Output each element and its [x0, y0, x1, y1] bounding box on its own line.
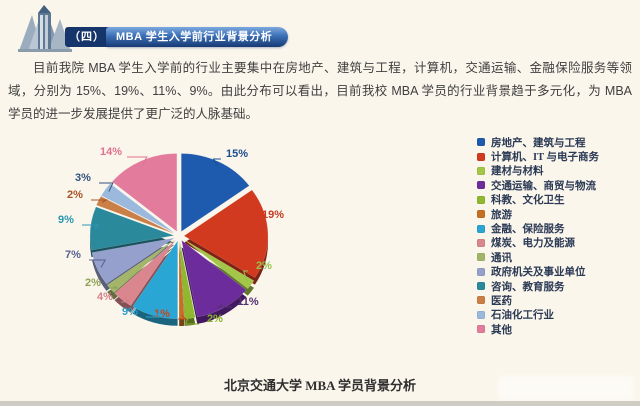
legend-label: 交通运输、商贸与物流 — [491, 180, 596, 192]
pie-slice — [132, 239, 178, 320]
pie-label: 2% — [85, 277, 101, 289]
legend-swatch — [477, 224, 485, 233]
pie-leader-line — [127, 156, 148, 165]
pie-label: 19% — [262, 209, 284, 221]
legend-label: 旅游 — [491, 209, 512, 221]
legend-swatch — [477, 152, 485, 161]
pie-leader-line — [216, 303, 232, 308]
legend-swatch — [477, 210, 485, 219]
legend-swatch — [477, 296, 485, 305]
legend-label: 医药 — [491, 296, 512, 307]
legend-swatch — [477, 181, 485, 190]
legend-label: 通讯 — [491, 252, 512, 264]
legend-swatch — [477, 282, 485, 291]
legend-label: 其他 — [491, 324, 512, 336]
legend-item: 科教、文化卫生 — [477, 193, 637, 207]
legend-swatch — [477, 195, 485, 204]
legend-item: 旅游 — [477, 207, 637, 221]
pie-label: 11% — [237, 296, 259, 308]
pie-slice — [91, 237, 175, 285]
pie-leader-line — [178, 314, 187, 320]
pie-label: 4% — [97, 291, 113, 303]
legend-swatch — [477, 166, 485, 175]
pie-leader-line — [109, 285, 118, 289]
chart-legend: 房地产、建筑与工程计算机、IT 与电子商务 建材与材料交通运输、商贸与物流 科教、文… — [477, 135, 637, 336]
legend-swatch — [477, 325, 485, 334]
pie-leader-line — [212, 158, 221, 166]
pie-leader-line — [121, 296, 130, 303]
legend-swatch — [477, 267, 485, 276]
legend-item: 其他 — [477, 322, 637, 336]
legend-item: 通讯 — [477, 250, 637, 264]
legend-label: 房地产、建筑与工程 — [491, 137, 586, 149]
pie-label: 2% — [256, 260, 272, 272]
pie-slice — [183, 189, 269, 278]
legend-item: 煤炭、电力及能源 — [477, 236, 637, 250]
chart-caption: 北京交通大学 MBA 学员背景分析 — [223, 378, 417, 393]
pie-label: 2% — [207, 313, 223, 325]
pie-label: 9% — [122, 306, 138, 318]
pie-slice — [181, 153, 250, 233]
legend-item: 房地产、建筑与工程 — [477, 135, 637, 149]
legend-label: 煤炭、电力及能源 — [491, 238, 575, 250]
pie-label: 9% — [58, 214, 74, 226]
legend-label: 科教、文化卫生 — [491, 195, 565, 207]
pie-leader-line — [82, 224, 100, 229]
legend-item: 建材与材料 — [477, 164, 637, 178]
legend-label: 咨询、教育服务 — [491, 281, 565, 293]
pie-leader-line — [89, 259, 107, 268]
pie-slice — [96, 195, 175, 235]
watermark — [498, 376, 634, 400]
legend-label: 石油化工行业 — [491, 310, 554, 322]
pie-label: 3% — [75, 172, 91, 184]
pie-label: 2% — [67, 189, 83, 201]
pie-leader-line — [91, 199, 109, 203]
legend-item: 计算机、IT 与电子商务 — [477, 149, 637, 163]
pie-slice — [182, 238, 255, 289]
section-number: （四） — [65, 27, 109, 47]
legend-swatch — [477, 238, 485, 247]
pie-label: 14% — [100, 146, 122, 158]
legend-label: 金融、保险服务 — [491, 224, 565, 236]
pie-leader-line — [257, 219, 265, 234]
pie-slice — [106, 238, 176, 293]
pie-slice — [111, 153, 178, 232]
legend-swatch — [477, 138, 485, 147]
pie-leader-line — [184, 314, 199, 325]
legend-label: 计算机、IT 与电子商务 — [491, 152, 600, 164]
legend-item: 医药 — [477, 293, 637, 307]
pie-leader-line — [242, 270, 249, 283]
legend-item: 交通运输、商贸与物流 — [477, 178, 637, 192]
legend-swatch — [477, 310, 485, 319]
legend-label: 建材与材料 — [491, 166, 544, 178]
page-title: MBA 学生入学前行业背景分析 — [106, 27, 289, 47]
legend-item: 金融、保险服务 — [477, 221, 637, 235]
pie-label: 7% — [65, 249, 81, 261]
footer-strip — [0, 401, 640, 406]
pie-slice — [89, 206, 175, 251]
pie-chart: 15%19%2%11%2%1%9%4%2%7%9%2%3%14% — [58, 146, 284, 326]
university-logo — [18, 1, 72, 53]
legend-swatch — [477, 253, 485, 262]
pie-leader-line — [146, 311, 161, 318]
legend-item: 咨询、教育服务 — [477, 279, 637, 293]
pie-leader-line — [99, 182, 114, 192]
legend-item: 石油化工行业 — [477, 308, 637, 322]
legend-label: 政府机关及事业单位 — [491, 267, 586, 279]
pie-slice — [114, 239, 177, 307]
pie-label: 15% — [226, 148, 248, 160]
body-paragraph: 目前我院 MBA 学生入学前的行业主要集中在房地产、建筑与工程，计算机，交通运输… — [8, 61, 632, 121]
legend-item: 政府机关及事业单位 — [477, 265, 637, 279]
